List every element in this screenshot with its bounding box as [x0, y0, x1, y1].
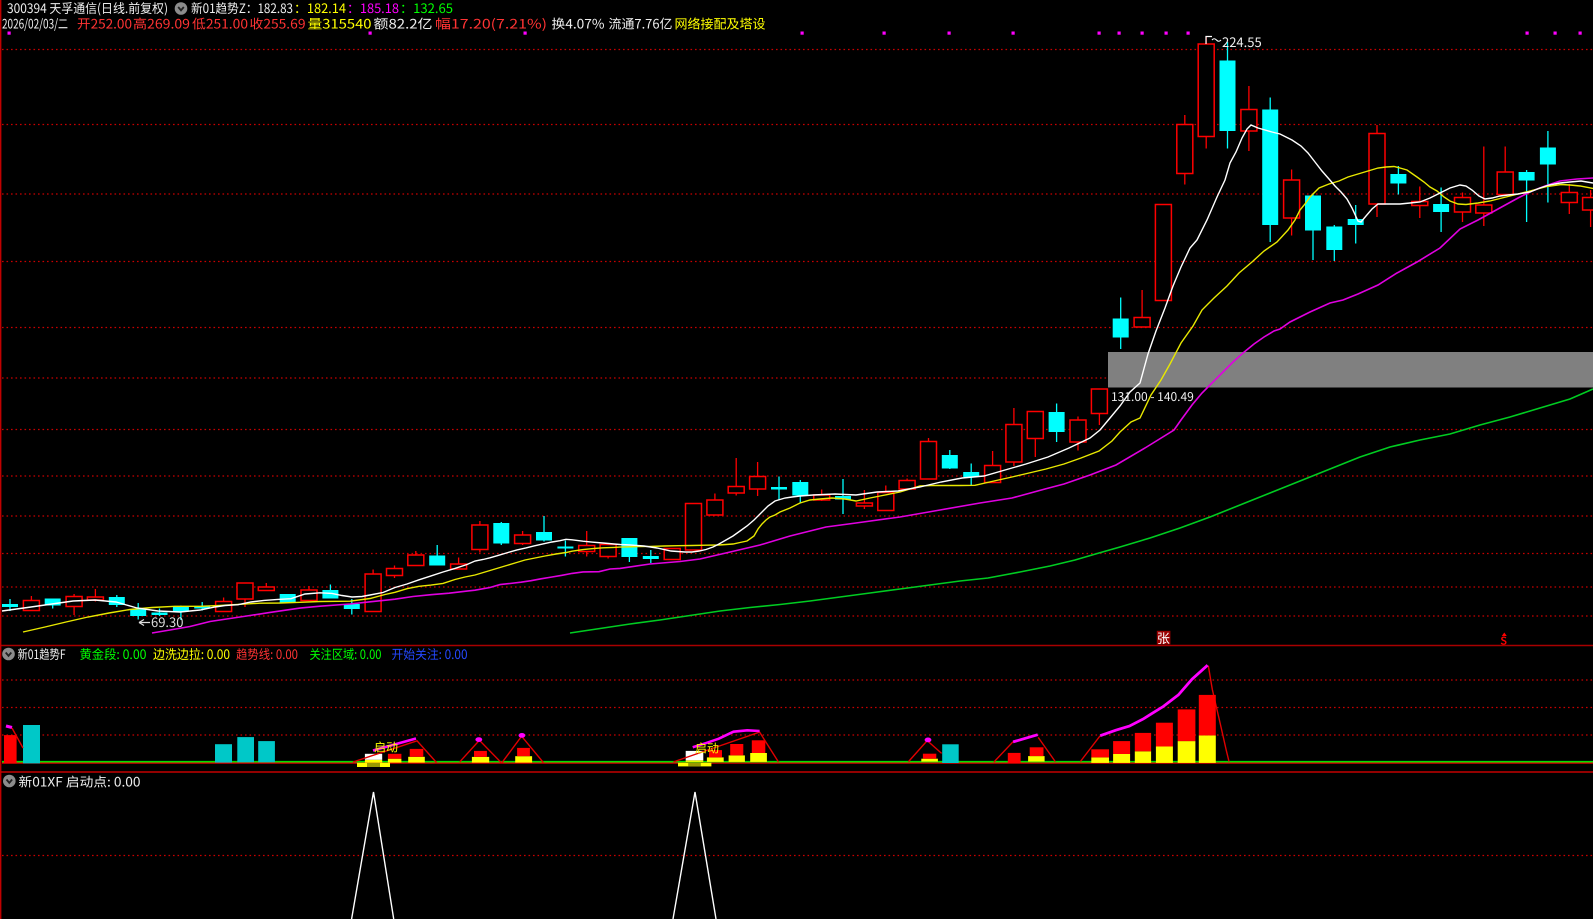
svg-text:224.55: 224.55 [1222, 32, 1262, 51]
svg-text:新01XF 启动点: 0.00: 新01XF 启动点: 0.00 [19, 772, 141, 791]
svg-text:新01趋势Z：182.83：182.14：185.18：13: 新01趋势Z：182.83：182.14：185.18：132.65 [191, 0, 453, 17]
svg-text:S: S [1501, 634, 1508, 649]
svg-text:69.30: 69.30 [151, 612, 183, 631]
svg-text:300394 天孚通信(日线.前复权): 300394 天孚通信(日线.前复权) [7, 0, 168, 17]
svg-text:张: 张 [1157, 628, 1170, 647]
svg-text:131.00 - 140.49: 131.00 - 140.49 [1111, 388, 1194, 405]
svg-text:启动: 启动 [695, 740, 719, 757]
svg-text:启动: 启动 [374, 739, 398, 756]
